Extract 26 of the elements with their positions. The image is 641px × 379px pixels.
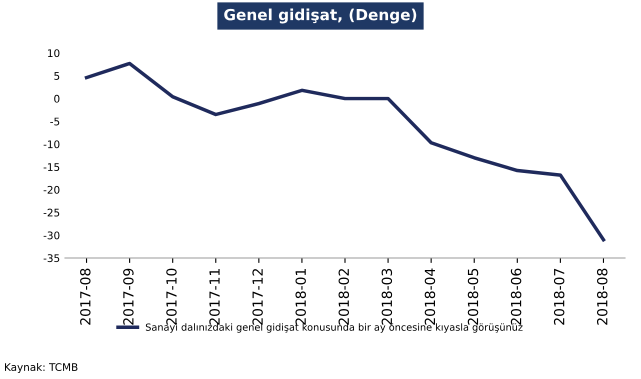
- y-tick-label: 0: [54, 94, 60, 103]
- x-tick-label: 2017-11: [209, 269, 220, 325]
- y-tick-label: -20: [44, 186, 60, 194]
- x-tick-label: 2017-10: [166, 268, 177, 325]
- x-tick-label: 2018-06: [510, 268, 522, 325]
- y-tick-label: -10: [44, 140, 60, 148]
- x-tick-label: 2018-05: [468, 268, 478, 325]
- x-tick-label: 2017-09: [123, 268, 134, 325]
- text: Kaynak: TCMB: [5, 362, 78, 374]
- line-series: [84, 62, 606, 242]
- x-tick-label: 2017-08: [80, 268, 91, 325]
- y-tick-label: -30: [44, 231, 60, 240]
- y-tick-label: -5: [50, 118, 60, 126]
- y-tick-label: 10: [48, 49, 60, 58]
- y-tick-label: -25: [44, 208, 60, 217]
- chart-title: Genel gidişat, (Denge): [224, 8, 416, 24]
- x-tick-label: 2018-07: [554, 268, 564, 325]
- x-tick-label: 2018-04: [424, 268, 436, 325]
- y-tick-label: -15: [44, 163, 60, 171]
- x-tick-label: 2018-03: [382, 268, 392, 325]
- x-tick-label: 2018-02: [338, 269, 350, 325]
- x-tick-label: 2018-08: [596, 268, 608, 325]
- x-tick-label: 2017-12: [252, 269, 263, 325]
- x-tick-label: 2018-01: [295, 269, 306, 325]
- y-tick-label: -35: [44, 254, 60, 262]
- y-tick-label: 5: [54, 72, 60, 80]
